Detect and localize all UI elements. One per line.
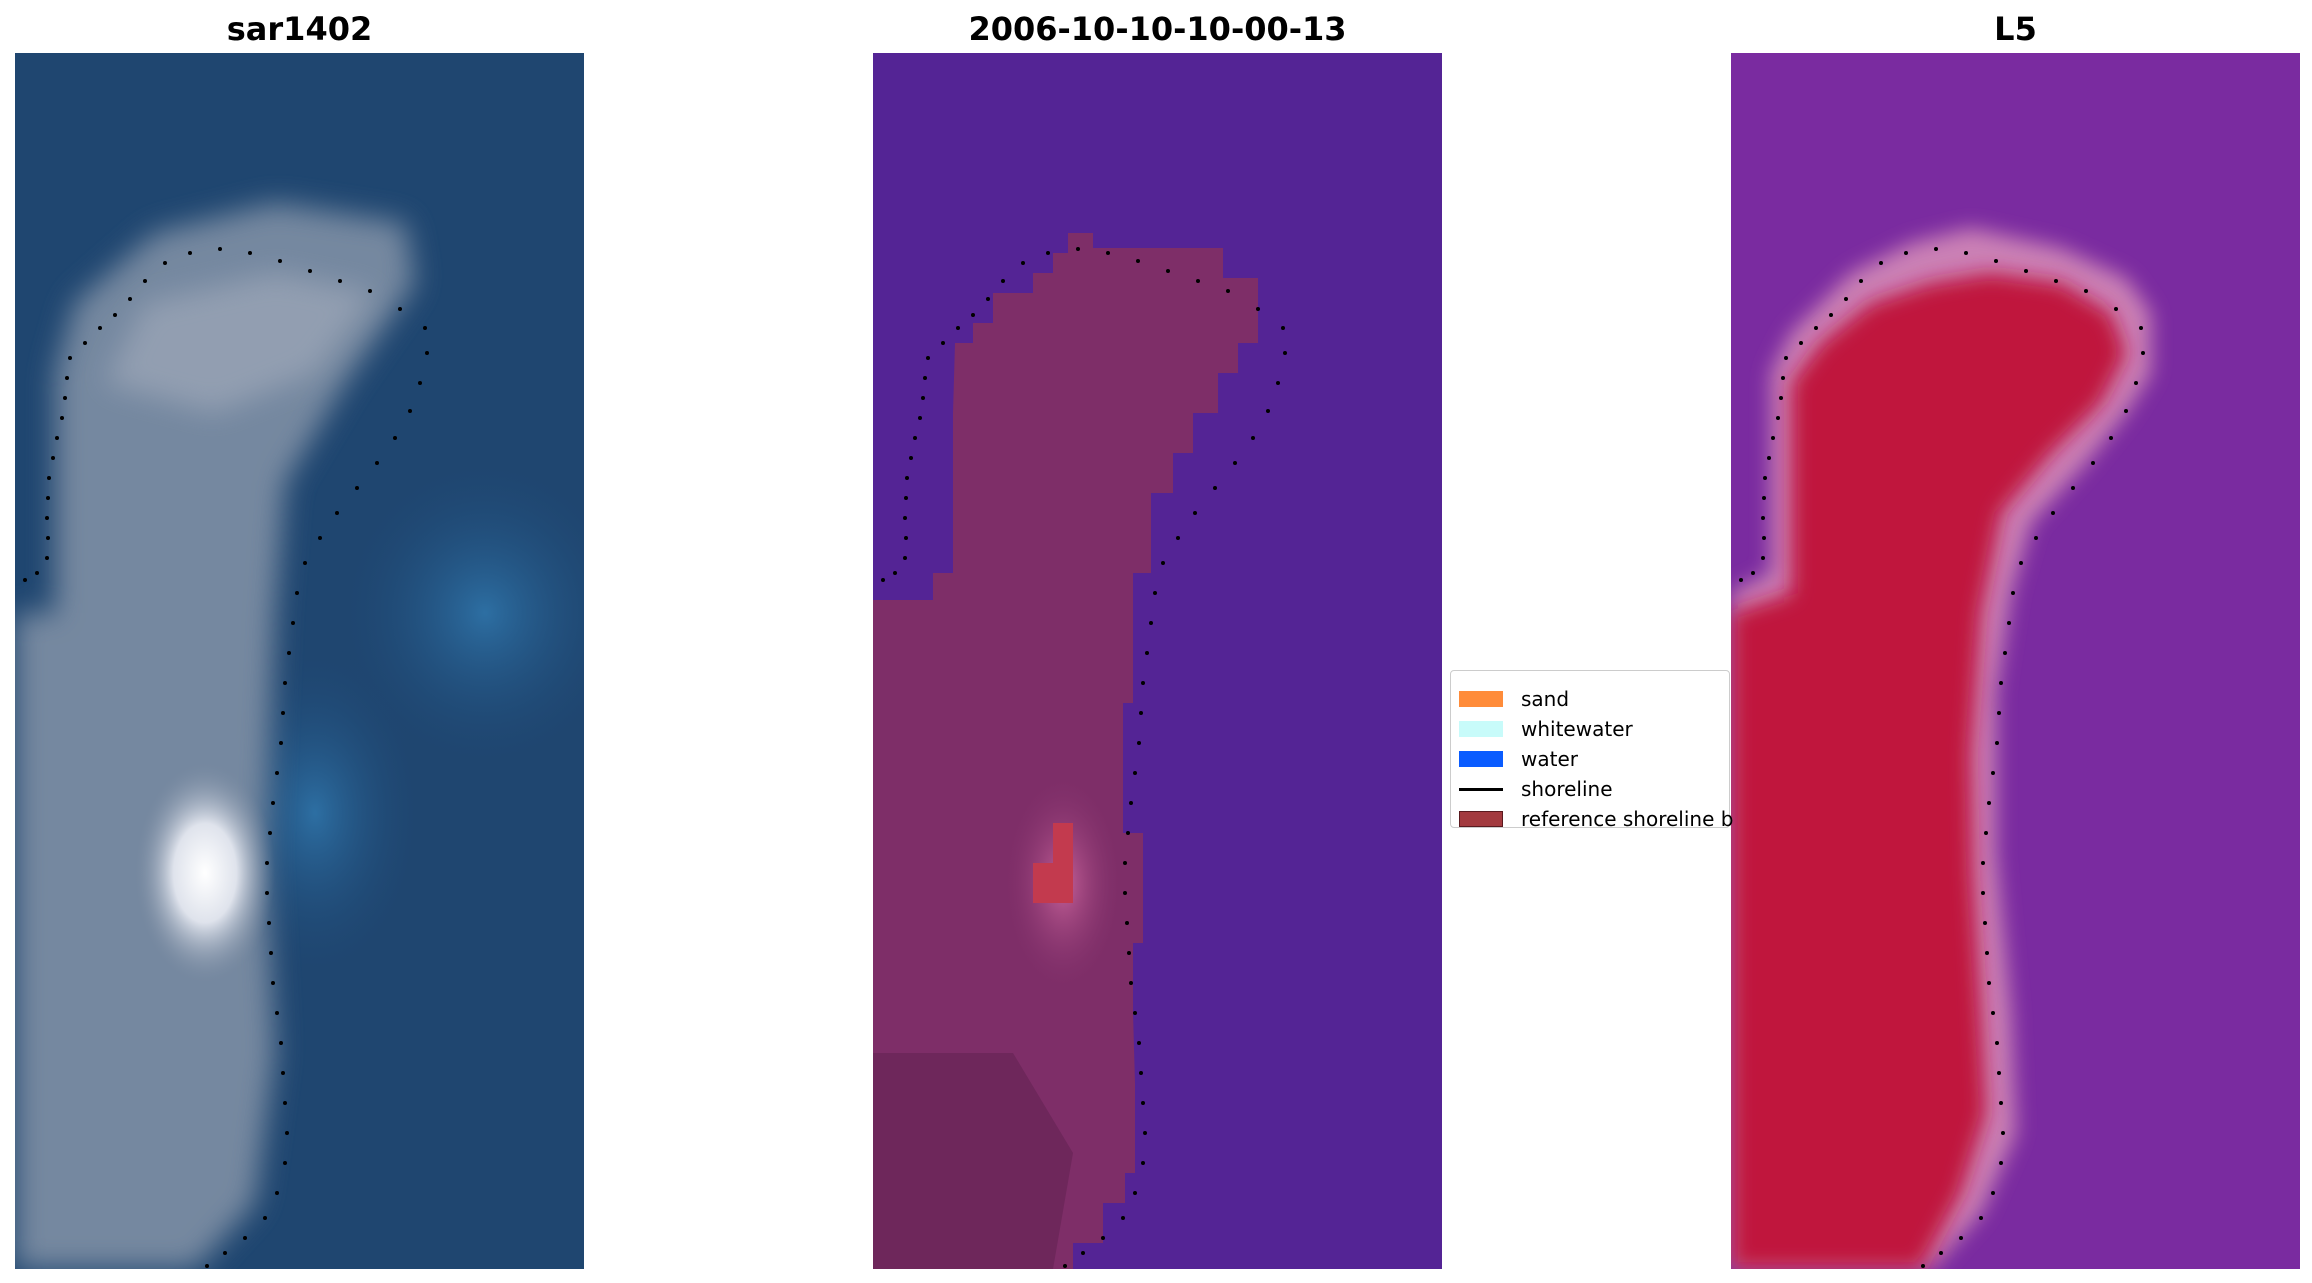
legend-swatch-sand <box>1459 691 1503 707</box>
legend-item-sand: sand <box>1459 685 1569 713</box>
legend-label-sand: sand <box>1521 687 1570 711</box>
legend-swatch-water <box>1459 751 1503 767</box>
legend-swatch-reference-shoreline <box>1459 811 1503 827</box>
panel-title-sar: sar1402 <box>226 10 373 48</box>
classification-image <box>873 53 1442 1269</box>
legend-label-reference-shoreline: reference shoreline b <box>1521 807 1734 831</box>
legend-item-reference-shoreline: reference shoreline b <box>1459 805 1733 833</box>
legend-label-water: water <box>1521 747 1578 771</box>
l5-image <box>1731 53 2300 1269</box>
legend: sand whitewater water shoreline referenc… <box>1450 670 1733 831</box>
shoreline-dots-l5 <box>1739 247 2145 1268</box>
legend-item-water: water <box>1459 745 1578 773</box>
legend-item-whitewater: whitewater <box>1459 715 1633 743</box>
shoreline-dots-sar <box>23 247 429 1268</box>
legend-item-shoreline: shoreline <box>1459 775 1613 803</box>
legend-swatch-whitewater <box>1459 721 1503 737</box>
legend-label-whitewater: whitewater <box>1521 717 1633 741</box>
legend-label-shoreline: shoreline <box>1521 777 1613 801</box>
panel-title-classification: 2006-10-10-10-00-13 <box>968 10 1347 48</box>
panel-title-l5: L5 <box>1994 10 2037 48</box>
satellite-rgb-image <box>15 53 584 1269</box>
shoreline-dots-classification <box>881 247 1287 1268</box>
legend-line-shoreline <box>1459 787 1503 791</box>
